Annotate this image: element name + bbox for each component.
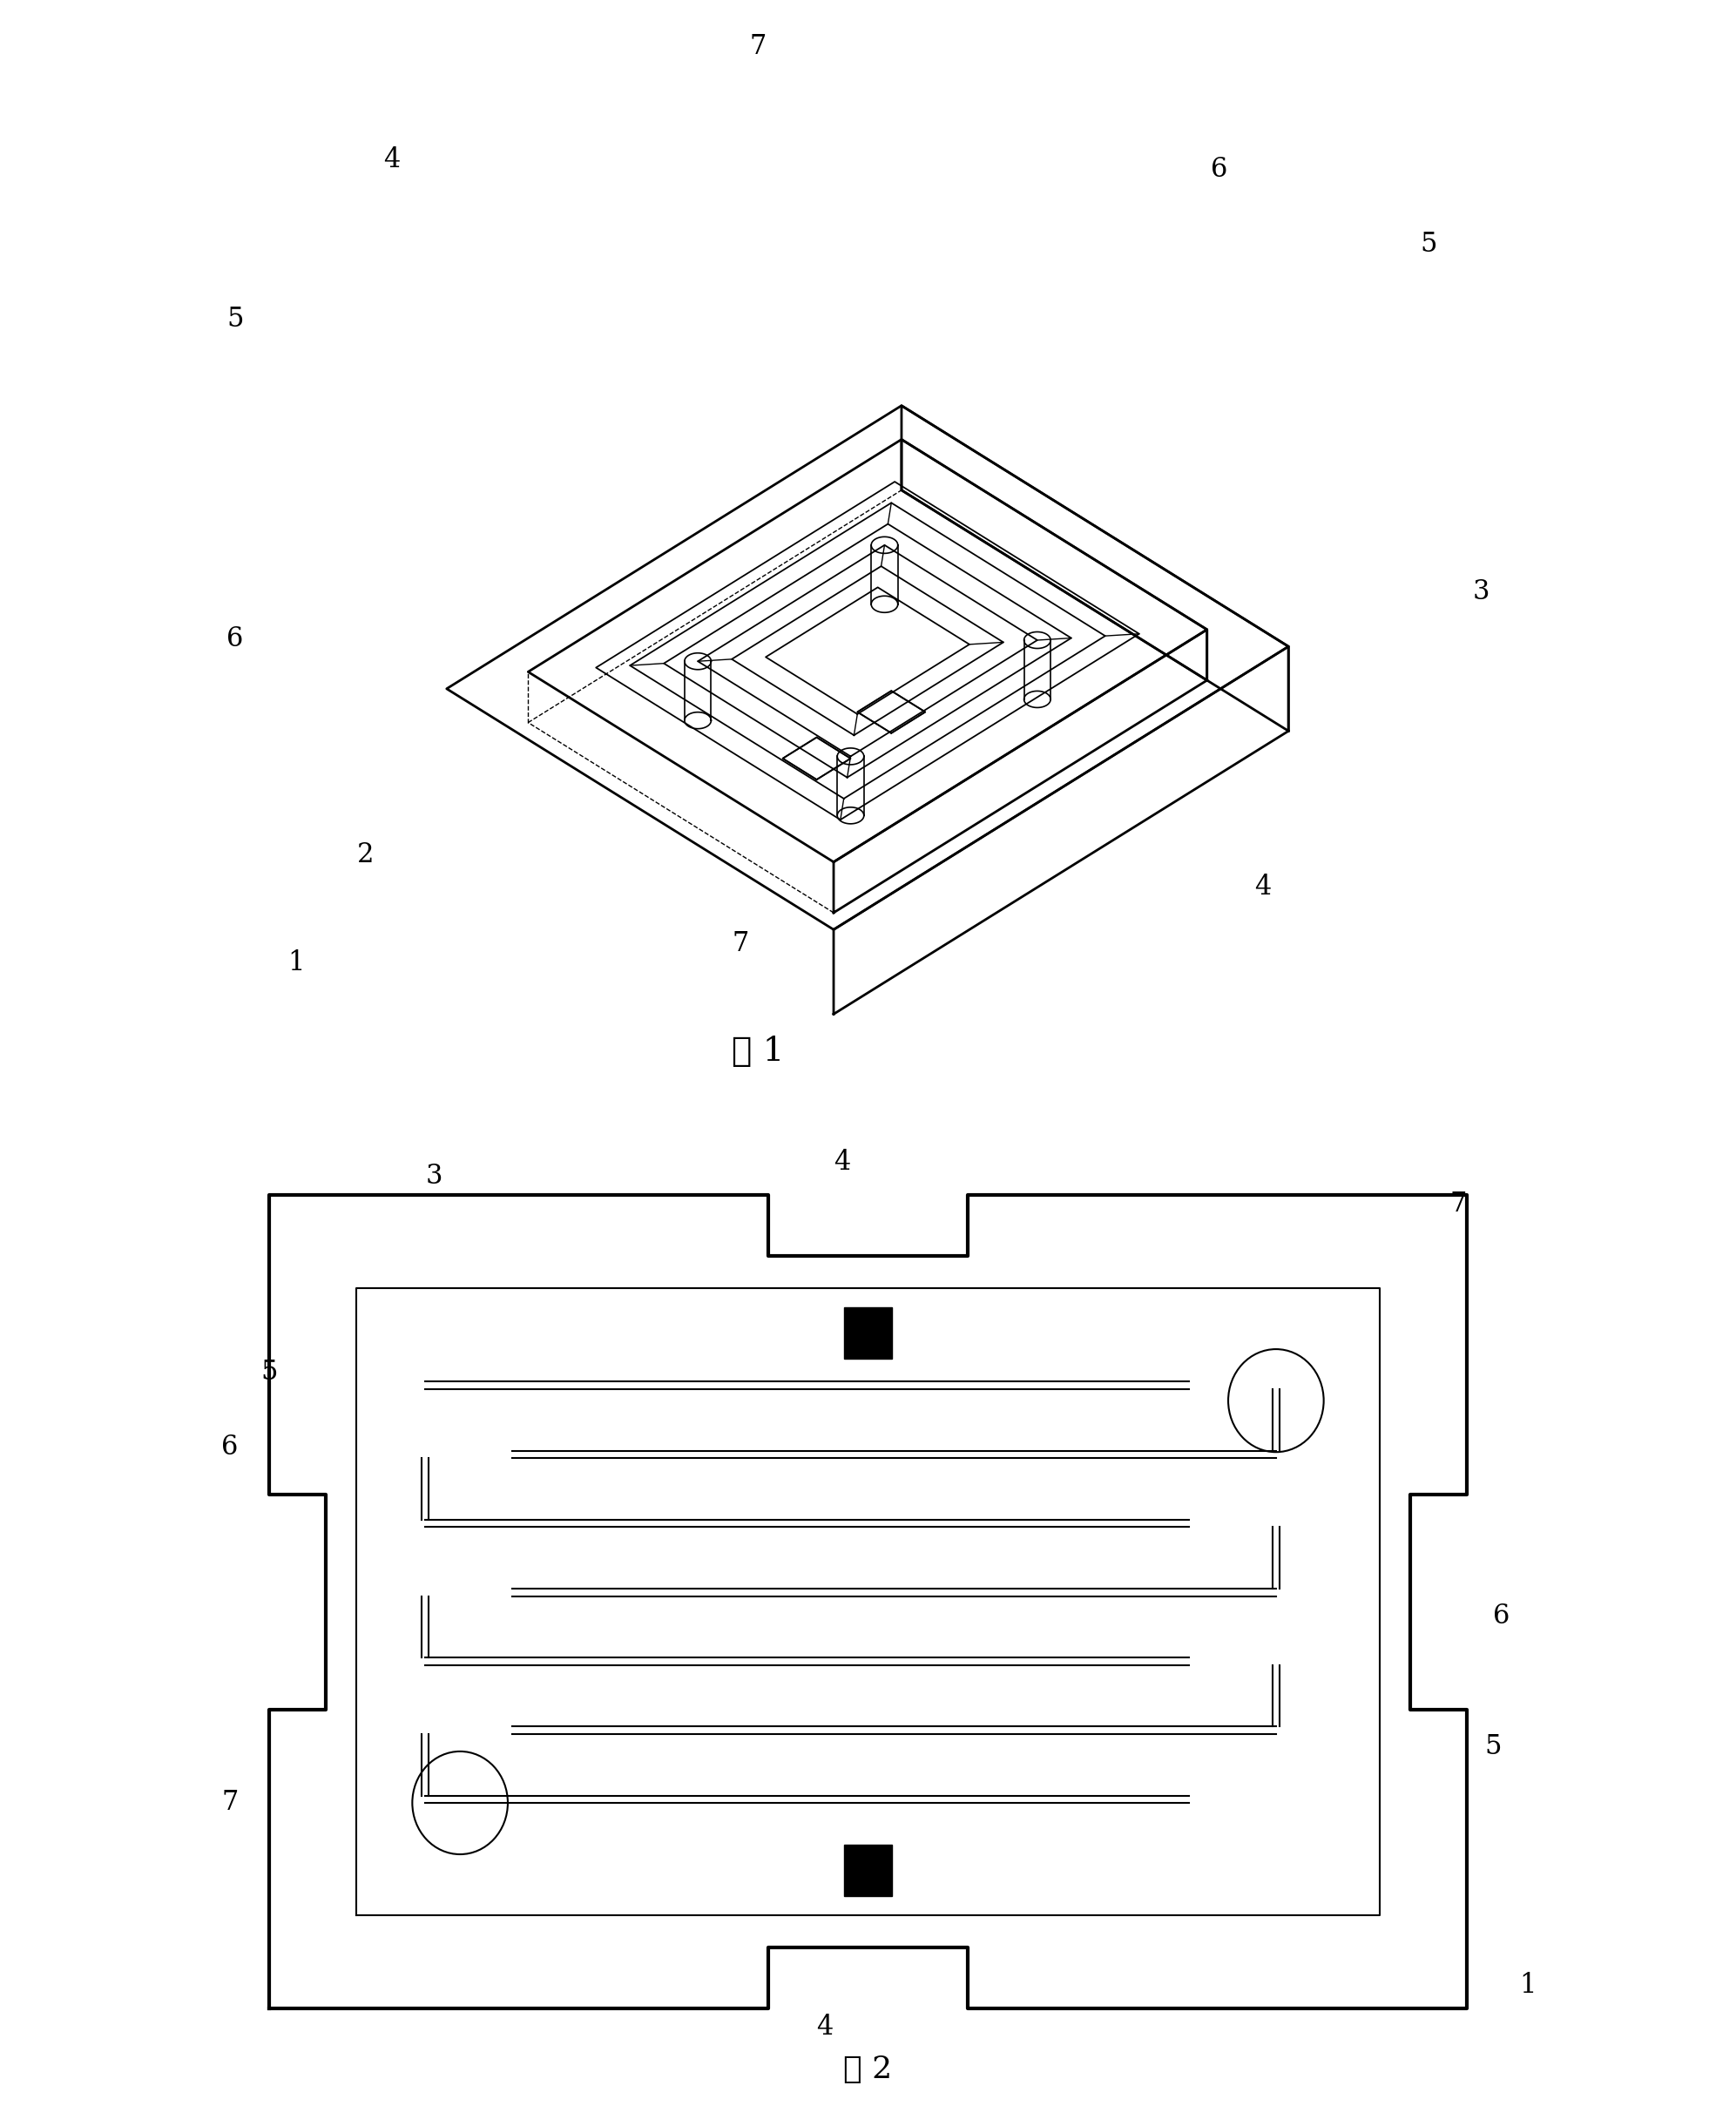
Bar — [844, 1307, 892, 1359]
Text: 6: 6 — [227, 625, 243, 653]
Polygon shape — [783, 738, 851, 780]
Bar — [844, 1845, 892, 1896]
Text: 4: 4 — [1255, 874, 1271, 901]
Text: 3: 3 — [1472, 578, 1489, 606]
Text: 6: 6 — [1493, 1603, 1510, 1629]
Text: 7: 7 — [222, 1790, 238, 1816]
Text: 5: 5 — [260, 1359, 278, 1386]
Text: 1: 1 — [1519, 1971, 1536, 1998]
Text: 5: 5 — [227, 306, 243, 334]
Text: 3: 3 — [425, 1163, 443, 1191]
Text: 4: 4 — [833, 1148, 851, 1176]
Text: 图 2: 图 2 — [844, 2054, 892, 2083]
Text: 1: 1 — [288, 948, 304, 976]
Text: 4: 4 — [384, 147, 401, 172]
Text: 5: 5 — [1420, 230, 1437, 257]
Text: 7: 7 — [733, 931, 748, 957]
Text: 图 1: 图 1 — [731, 1035, 785, 1067]
Text: 6: 6 — [1212, 155, 1227, 183]
Text: 2: 2 — [358, 842, 375, 867]
Text: 7: 7 — [1450, 1191, 1467, 1218]
Text: 4: 4 — [816, 2013, 833, 2041]
Text: 7: 7 — [750, 34, 766, 60]
Text: 6: 6 — [222, 1433, 238, 1461]
Polygon shape — [858, 691, 925, 733]
Text: 5: 5 — [1484, 1733, 1502, 1760]
